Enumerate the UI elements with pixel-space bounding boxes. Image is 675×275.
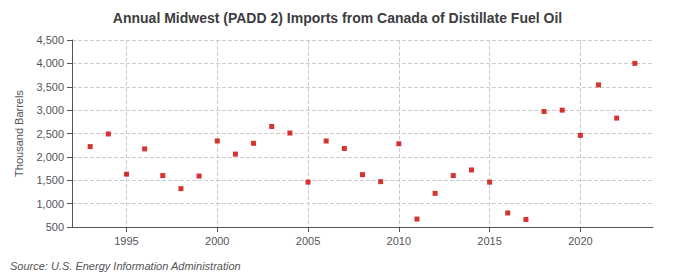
svg-text:2,000: 2,000: [36, 151, 64, 163]
svg-text:1,500: 1,500: [36, 174, 64, 186]
svg-text:4,500: 4,500: [36, 34, 64, 46]
svg-text:Source: U.S. Energy Informatio: Source: U.S. Energy Information Administ…: [10, 260, 241, 272]
svg-text:500: 500: [46, 221, 64, 233]
svg-text:4,000: 4,000: [36, 57, 64, 69]
svg-text:2015: 2015: [477, 235, 501, 247]
svg-text:2010: 2010: [387, 235, 411, 247]
svg-text:3,500: 3,500: [36, 81, 64, 93]
svg-text:2020: 2020: [568, 235, 592, 247]
svg-text:1,000: 1,000: [36, 198, 64, 210]
svg-text:Annual Midwest (PADD 2) Import: Annual Midwest (PADD 2) Imports from Can…: [113, 10, 562, 26]
svg-text:2000: 2000: [205, 235, 229, 247]
svg-text:2005: 2005: [296, 235, 320, 247]
svg-text:Thousand Barrels: Thousand Barrels: [13, 90, 25, 177]
svg-text:3,000: 3,000: [36, 104, 64, 116]
svg-text:2,500: 2,500: [36, 128, 64, 140]
svg-text:1995: 1995: [114, 235, 138, 247]
